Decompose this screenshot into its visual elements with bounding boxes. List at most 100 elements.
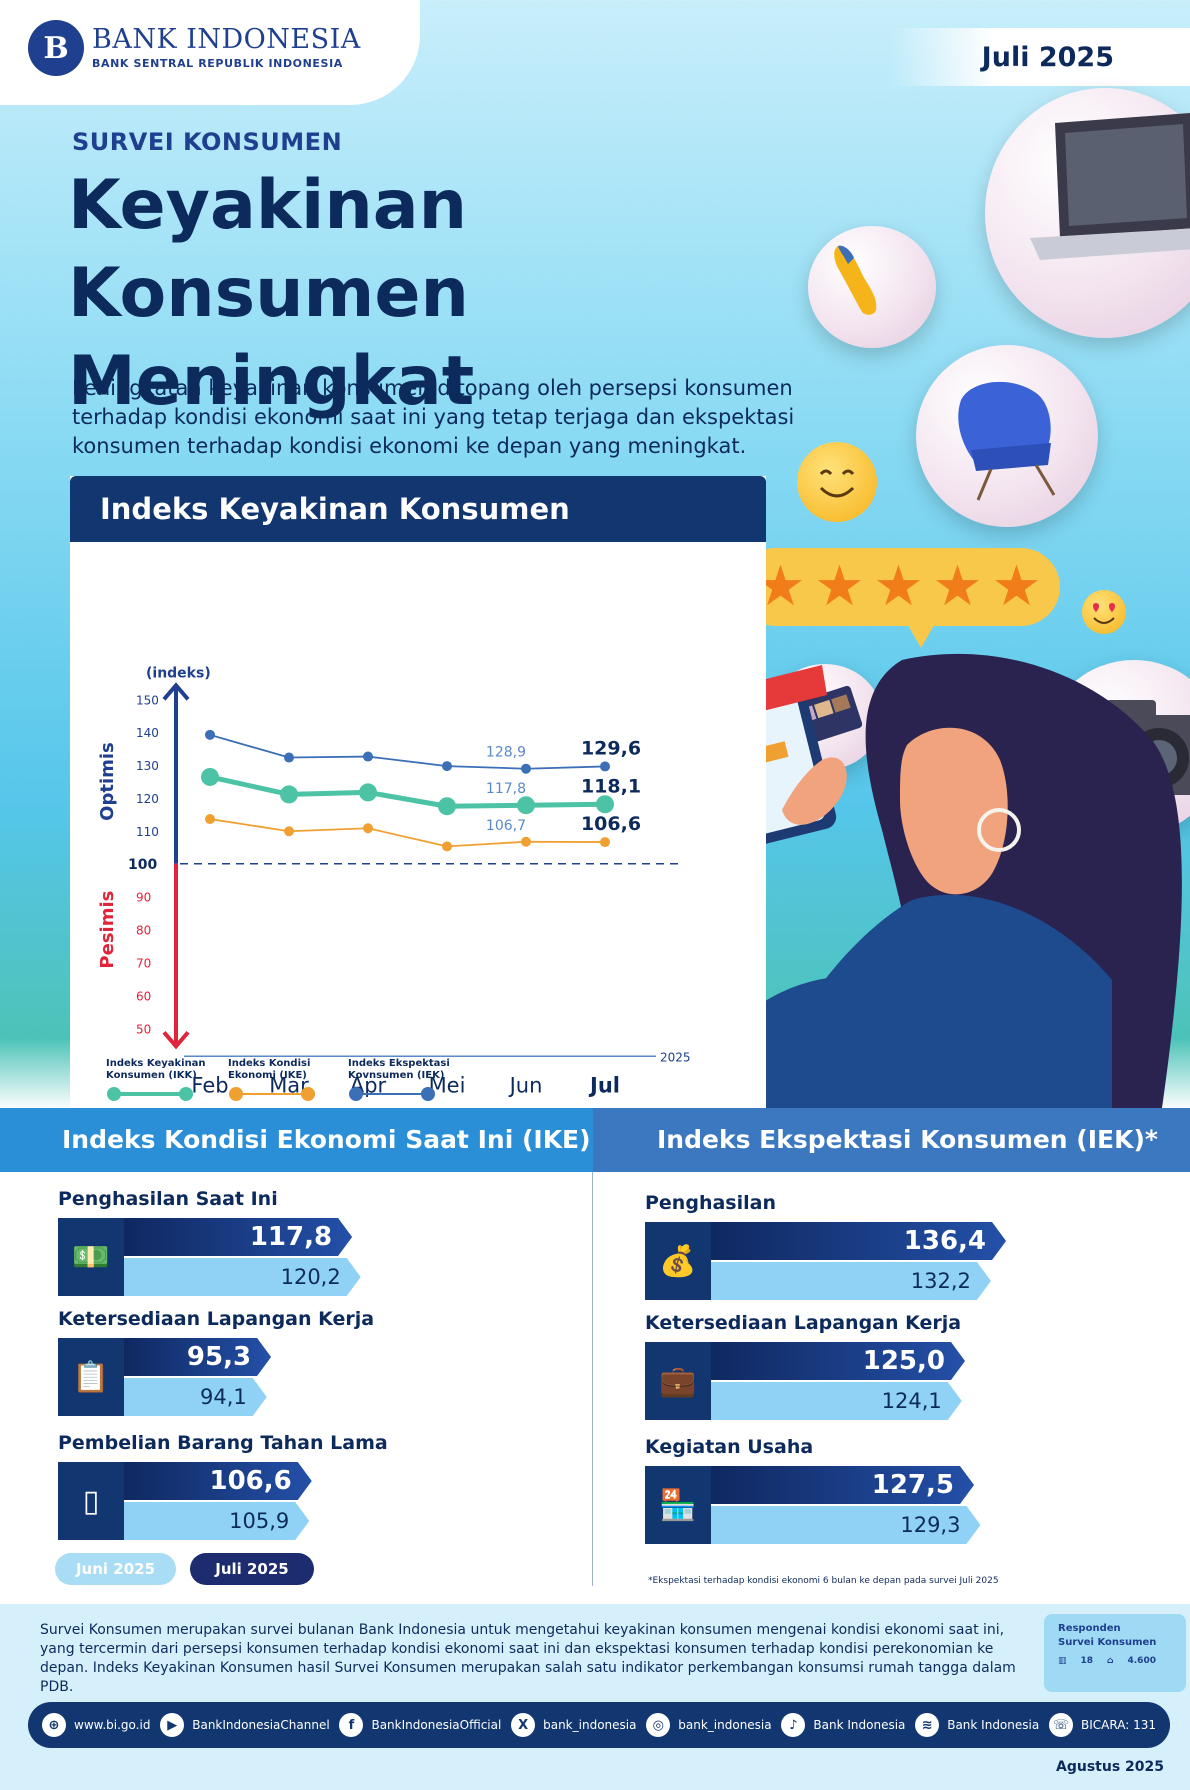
heart-eyes-emoji-icon <box>1082 590 1126 634</box>
legend-marker <box>349 1087 363 1101</box>
legend-label: Indeks Ekspektasi <box>348 1058 450 1069</box>
youtube-icon: ▶ <box>160 1713 185 1737</box>
laptop-icon <box>1030 113 1190 260</box>
bar-june: 129,3 <box>711 1506 980 1544</box>
social-link[interactable]: ◎ bank_indonesia <box>646 1713 772 1737</box>
rating-stars: ★ ★ ★ ★ ★ <box>737 548 1060 626</box>
legend-july: Juli 2025 <box>190 1553 314 1585</box>
y-axis-label: (indeks) <box>146 665 211 681</box>
bar-july: 106,6 <box>124 1462 312 1500</box>
indicator-label: Pembelian Barang Tahan Lama <box>58 1432 388 1454</box>
social-link-text: BankIndonesiaChannel <box>192 1718 330 1732</box>
storefront-icon: 🏪 <box>645 1466 711 1544</box>
bar-july: 136,4 <box>711 1222 1006 1260</box>
social-link[interactable]: ♪ Bank Indonesia <box>781 1713 905 1737</box>
social-link[interactable]: ☏ BICARA: 131 <box>1049 1713 1156 1737</box>
x-tick-label: Jul <box>588 1073 620 1097</box>
x-tick-label: Feb <box>191 1073 228 1097</box>
survey-description: Survei Konsumen merupakan survei bulanan… <box>40 1622 1016 1695</box>
indicator-block: Kegiatan Usaha 🏪 127,5 129,3 <box>645 1436 813 1544</box>
y-tick-label: 70 <box>136 957 151 971</box>
zone-label-pesimis: Pesimis <box>97 891 118 969</box>
description-band <box>0 1604 1190 1790</box>
bar-june: 132,2 <box>711 1262 991 1300</box>
social-link[interactable]: f BankIndonesiaOfficial <box>339 1713 501 1737</box>
legend-label: Indeks Keyakinan <box>106 1058 206 1069</box>
y-tick-label: 130 <box>136 759 159 773</box>
globe-icon: ⊕ <box>42 1713 66 1737</box>
indicator-bars: 📋 95,3 94,1 <box>58 1338 374 1416</box>
star-icon: ★ <box>814 554 865 619</box>
star-icon: ★ <box>991 554 1042 619</box>
social-link-text: Bank Indonesia <box>813 1718 906 1732</box>
indicator-block: Pembelian Barang Tahan Lama ▯ 106,6 105,9 <box>58 1432 388 1540</box>
intro-text: Peningkatan keyakinan konsumen ditopang … <box>72 376 795 458</box>
cities-count: 18 <box>1080 1656 1094 1666</box>
legend-marker <box>179 1087 193 1101</box>
data-point <box>284 752 294 763</box>
data-label: 128,9 <box>486 745 526 761</box>
spotify-icon: ≋ <box>915 1713 940 1737</box>
y-tick-label: 150 <box>136 693 159 707</box>
zone-label-optimis: Optimis <box>97 742 118 821</box>
release-date: Agustus 2025 <box>1056 1759 1164 1775</box>
data-point <box>521 763 531 774</box>
data-point <box>521 836 531 847</box>
ike-section-title: Indeks Kondisi Ekonomi Saat Ini (IKE) <box>0 1108 593 1172</box>
indicator-label: Ketersediaan Lapangan Kerja <box>58 1308 375 1330</box>
house-icon: ⌂ <box>1107 1656 1114 1666</box>
ikk-chart-panel: Indeks Keyakinan Konsumen 2025 (indeks) 50… <box>70 476 766 1108</box>
document-person-icon: 📋 <box>58 1338 124 1416</box>
survey-period-text: Juli 2025 <box>981 41 1114 73</box>
laptop-bubble-icon <box>985 88 1190 338</box>
armchair-bubble-icon <box>916 345 1098 527</box>
bar-july: 117,8 <box>124 1218 352 1256</box>
indicator-label: Kegiatan Usaha <box>645 1436 814 1458</box>
x-tick-label: Jun <box>508 1073 543 1097</box>
indicator-bars: 💵 117,8 120,2 <box>58 1218 278 1296</box>
legend-marker <box>107 1087 121 1101</box>
bank-logo[interactable]: B BANK INDONESIA BANK SENTRAL REPUBLIK I… <box>28 20 361 76</box>
iek-section-title: Indeks Ekspektasi Konsumen (IEK)* <box>593 1108 1190 1172</box>
y-tick-label: 50 <box>136 1022 151 1036</box>
data-point <box>363 823 373 834</box>
indicator-block: Ketersediaan Lapangan Kerja 📋 95,3 94,1 <box>58 1308 374 1416</box>
data-point <box>359 783 377 802</box>
social-link-text: BankIndonesiaOfficial <box>371 1718 502 1732</box>
data-point <box>600 837 610 848</box>
data-point <box>596 795 614 814</box>
data-label: 106,6 <box>581 813 641 835</box>
social-link-text: BICARA: 131 <box>1081 1718 1156 1732</box>
bank-tagline: BANK SENTRAL REPUBLIK INDONESIA <box>92 57 343 70</box>
refrigerator-icon: ▯ <box>58 1462 124 1540</box>
households-count: 4.600 <box>1127 1656 1156 1666</box>
briefcase-hands-icon: 💼 <box>645 1342 711 1420</box>
legend-label: Indeks Kondisi <box>228 1058 310 1069</box>
indicator-bars: 💼 125,0 124,1 <box>645 1342 961 1420</box>
data-label: 129,6 <box>581 737 641 759</box>
legend-label: Ekonomi (IKE) <box>228 1070 307 1081</box>
smiley-emoji-icon <box>797 442 877 522</box>
bar-june: 105,9 <box>124 1502 309 1540</box>
data-point <box>284 826 294 837</box>
y-axis-arrow-down-icon <box>162 1030 190 1050</box>
money-bag-hand-icon: 💰 <box>645 1222 711 1300</box>
bar-july: 125,0 <box>711 1342 965 1380</box>
shoe-icon <box>834 245 877 315</box>
ike-title: Indeks Kondisi Ekonomi Saat Ini (IKE) <box>62 1125 591 1154</box>
y-axis-arrow-up-icon <box>162 682 190 701</box>
legend-june: Juni 2025 <box>55 1553 176 1585</box>
social-link[interactable]: ▶ BankIndonesiaChannel <box>160 1713 330 1737</box>
city-icon: ▥ <box>1058 1656 1067 1666</box>
social-link[interactable]: ≋ Bank Indonesia <box>915 1713 1039 1737</box>
y-tick-label: 100 <box>128 857 157 873</box>
y-tick-label: 60 <box>136 989 151 1003</box>
data-label: 118,1 <box>581 775 641 797</box>
social-link-text: bank_indonesia <box>678 1718 772 1732</box>
social-link-text: Bank Indonesia <box>947 1718 1040 1732</box>
shoe-bubble-icon <box>808 226 936 348</box>
social-link[interactable]: ⊕ www.bi.go.id <box>42 1713 150 1737</box>
data-point <box>442 761 452 772</box>
indicator-block: Penghasilan 💰 136,4 132,2 <box>645 1192 776 1300</box>
